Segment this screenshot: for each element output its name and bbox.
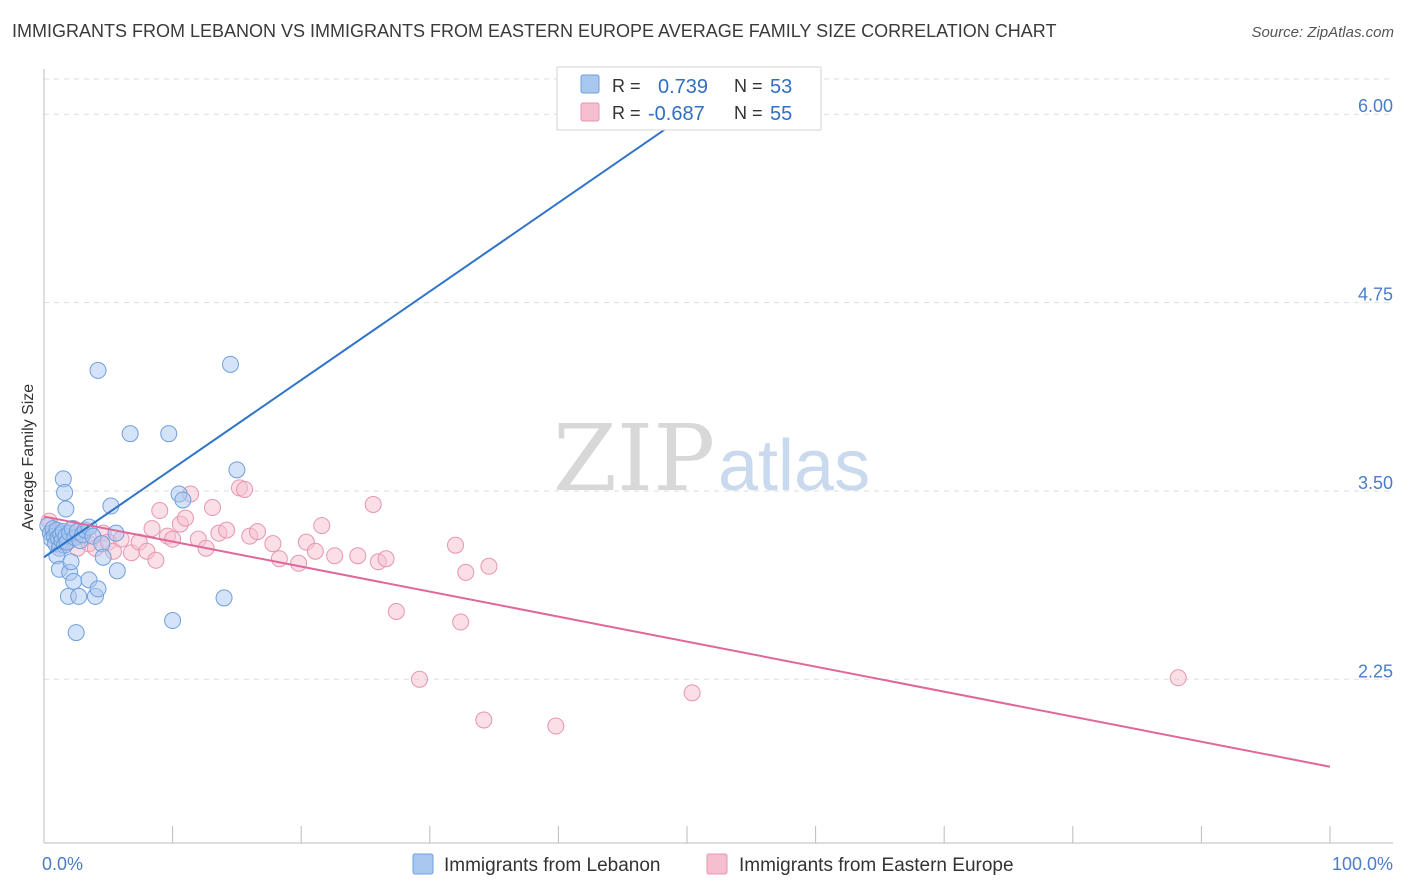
eastern-europe-point-48 <box>452 613 470 631</box>
lebanon-point-39 <box>94 548 112 566</box>
lebanon-point-48 <box>174 491 192 509</box>
watermark-atlas: atlas <box>718 426 870 506</box>
eastern-europe-point-33 <box>248 523 266 541</box>
grid-lines <box>44 78 1393 680</box>
stats-r-value-eastern-europe: -0.687 <box>648 103 705 125</box>
stats-n-value-lebanon: 53 <box>770 76 792 98</box>
eastern-europe-point-41 <box>349 547 367 565</box>
y-tick-label-0: 2.25 <box>1358 661 1393 681</box>
stats-r-value-lebanon: 0.739 <box>658 76 708 98</box>
eastern-europe-point-47 <box>447 536 465 554</box>
eastern-europe-point-17 <box>143 520 161 538</box>
x-tick-label-1: 100.0% <box>1332 854 1393 874</box>
eastern-europe-point-54 <box>1169 669 1187 687</box>
eastern-europe-point-18 <box>147 551 165 569</box>
eastern-europe-point-31 <box>236 480 254 498</box>
axes <box>43 69 1393 844</box>
eastern-europe-point-42 <box>364 496 382 514</box>
eastern-europe-point-53 <box>683 684 701 702</box>
x-tick-label-0: 0.0% <box>42 854 83 874</box>
series-lebanon-points <box>39 90 600 642</box>
eastern-europe-point-40 <box>326 547 344 565</box>
stats-r-label-lebanon: R = <box>612 76 641 96</box>
lebanon-point-51 <box>228 461 246 479</box>
trend-lines <box>43 113 1331 768</box>
legend-swatch-eastern-europe <box>706 853 728 875</box>
lebanon-point-42 <box>108 562 126 580</box>
stats-swatch-lebanon <box>580 74 600 94</box>
eastern-europe-point-36 <box>290 554 308 572</box>
lebanon-point-32 <box>65 572 83 590</box>
legend-swatch-lebanon <box>412 853 434 875</box>
eastern-europe-point-23 <box>176 509 194 527</box>
eastern-europe-point-52 <box>547 717 565 735</box>
eastern-europe-point-45 <box>387 602 405 620</box>
stats-r-label-eastern-europe: R = <box>612 103 641 123</box>
legend: Immigrants from Lebanon Immigrants from … <box>412 853 1014 876</box>
chart-title: IMMIGRANTS FROM LEBANON VS IMMIGRANTS FR… <box>12 21 1057 41</box>
legend-label-lebanon: Immigrants from Lebanon <box>444 855 661 876</box>
watermark-zip: ZIP <box>553 405 715 512</box>
eastern-europe-point-38 <box>306 542 324 560</box>
trend-line-lebanon <box>43 113 688 559</box>
stats-n-value-eastern-europe: 55 <box>770 103 792 125</box>
lebanon-point-37 <box>89 580 107 598</box>
lebanon-point-34 <box>70 587 88 605</box>
lebanon-point-33 <box>67 624 85 642</box>
stats-box-frame <box>556 66 822 131</box>
eastern-europe-point-21 <box>164 530 182 548</box>
eastern-europe-point-39 <box>313 517 331 535</box>
lebanon-point-27 <box>56 483 74 501</box>
eastern-europe-point-46 <box>411 670 429 688</box>
lebanon-point-46 <box>164 612 182 630</box>
eastern-europe-point-49 <box>457 563 475 581</box>
lebanon-point-45 <box>160 425 178 443</box>
eastern-europe-point-44 <box>377 550 395 568</box>
eastern-europe-point-29 <box>218 521 236 539</box>
eastern-europe-point-27 <box>203 499 221 517</box>
stats-n-label-lebanon: N = <box>734 76 763 96</box>
y-tick-label-1: 3.50 <box>1358 473 1393 493</box>
tick-labels: 2.25 3.50 4.75 6.00 0.0% 100.0% <box>42 96 1393 874</box>
y-tick-label-3: 6.00 <box>1358 96 1393 116</box>
eastern-europe-point-51 <box>480 557 498 575</box>
lebanon-point-43 <box>89 361 107 379</box>
lebanon-point-28 <box>57 500 75 518</box>
stats-swatch-eastern-europe <box>580 102 600 122</box>
series-eastern-europe-points <box>40 479 1187 735</box>
y-tick-label-2: 4.75 <box>1358 285 1393 305</box>
eastern-europe-point-19 <box>151 502 169 520</box>
lebanon-point-41 <box>107 524 125 542</box>
lebanon-point-50 <box>221 355 239 373</box>
trend-line-eastern-europe <box>43 515 1331 768</box>
stats-n-label-eastern-europe: N = <box>734 103 763 123</box>
source-credit: Source: ZipAtlas.com <box>1251 24 1394 41</box>
lebanon-point-44 <box>121 425 139 443</box>
lebanon-point-31 <box>62 553 80 571</box>
y-axis-title: Average Family Size <box>20 384 37 531</box>
eastern-europe-point-50 <box>475 711 493 729</box>
stats-box: R = 0.739 N = 53 R = -0.687 N = 55 <box>556 66 822 131</box>
lebanon-point-49 <box>215 589 233 607</box>
eastern-europe-point-34 <box>264 535 282 553</box>
legend-label-eastern-europe: Immigrants from Eastern Europe <box>739 855 1014 876</box>
